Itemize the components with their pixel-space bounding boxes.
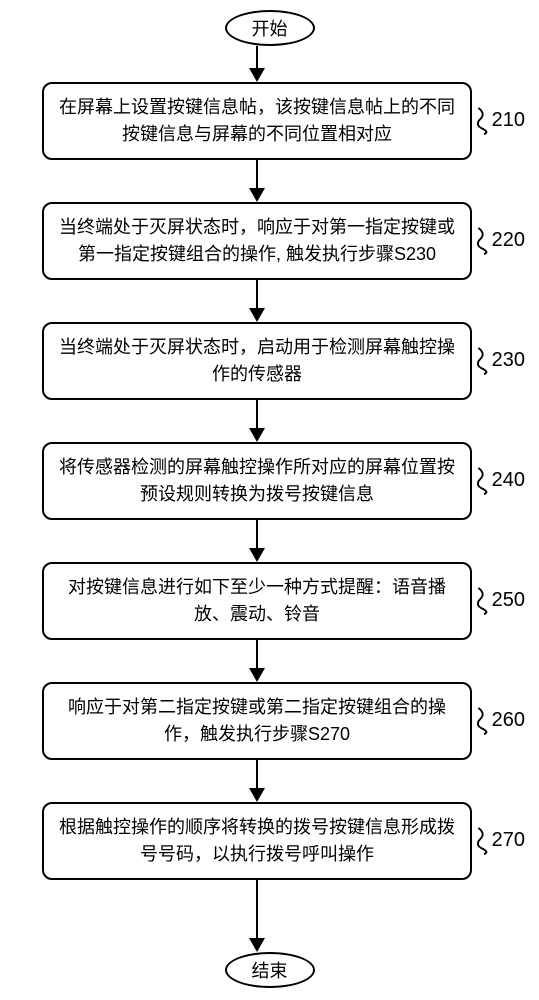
step-label: 根据触控操作的顺序将转换的拨号按键信息形成拨号号码，以执行拨号呼叫操作 [58,814,456,868]
step-box-210: 在屏幕上设置按键信息帖，该按键信息帖上的不同按键信息与屏幕的不同位置相对应 [42,82,472,160]
connector-line [256,46,258,70]
connector-line [256,880,258,940]
connector-line [256,640,258,670]
step-label: 响应于对第二指定按键或第二指定按键组合的操作，触发执行步骤S270 [58,694,456,748]
step-box-220: 当终端处于灭屏状态时，响应于对第一指定按键或第一指定按键组合的操作, 触发执行步… [42,202,472,280]
step-label: 在屏幕上设置按键信息帖，该按键信息帖上的不同按键信息与屏幕的不同位置相对应 [58,94,456,148]
connector-arrowhead [249,308,265,322]
start-terminal: 开始 [225,10,315,46]
connector-line [256,520,258,550]
step-id-230: 230 [492,349,525,372]
connector-line [256,760,258,790]
step-label: 当终端处于灭屏状态时，启动用于检测屏幕触控操作的传感器 [58,334,456,388]
connector-arrowhead [249,548,265,562]
connector-arrowhead [249,68,265,82]
step-box-240: 将传感器检测的屏幕触控操作所对应的屏幕位置按预设规则转换为拨号按键信息 [42,442,472,520]
connector-arrowhead [249,668,265,682]
step-id-260: 260 [492,709,525,732]
step-box-270: 根据触控操作的顺序将转换的拨号按键信息形成拨号号码，以执行拨号呼叫操作 [42,802,472,880]
flowchart-canvas: 开始在屏幕上设置按键信息帖，该按键信息帖上的不同按键信息与屏幕的不同位置相对应 2… [0,0,539,1000]
step-box-250: 对按键信息进行如下至少一种方式提醒：语音播放、震动、铃音 [42,562,472,640]
step-label: 当终端处于灭屏状态时，响应于对第一指定按键或第一指定按键组合的操作, 触发执行步… [58,214,456,268]
connector-arrowhead [249,428,265,442]
step-box-260: 响应于对第二指定按键或第二指定按键组合的操作，触发执行步骤S270 [42,682,472,760]
connector-arrowhead [249,788,265,802]
step-label: 将传感器检测的屏幕触控操作所对应的屏幕位置按预设规则转换为拨号按键信息 [58,454,456,508]
step-id-210: 210 [492,109,525,132]
step-label: 对按键信息进行如下至少一种方式提醒：语音播放、震动、铃音 [58,574,456,628]
connector-line [256,280,258,310]
step-id-250: 250 [492,589,525,612]
step-box-230: 当终端处于灭屏状态时，启动用于检测屏幕触控操作的传感器 [42,322,472,400]
end-terminal: 结束 [225,952,315,988]
step-id-240: 240 [492,469,525,492]
step-id-270: 270 [492,829,525,852]
connector-line [256,160,258,190]
step-id-220: 220 [492,229,525,252]
connector-line [256,400,258,430]
connector-arrowhead [249,938,265,952]
connector-arrowhead [249,188,265,202]
